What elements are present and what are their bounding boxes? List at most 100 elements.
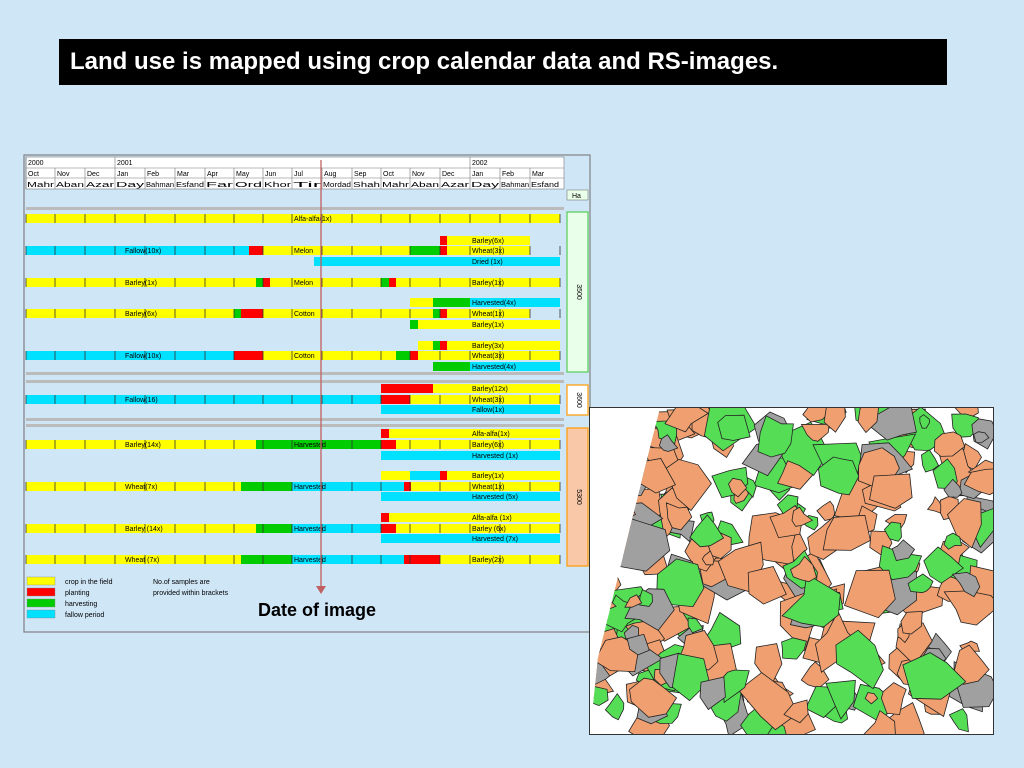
timeline-segment: [26, 440, 256, 449]
outcome-label: Barley(6x): [472, 442, 504, 449]
year-label: 2002: [472, 160, 488, 167]
map-parcel: [883, 521, 902, 542]
map-parcel: [590, 480, 630, 526]
row-label: Wheat (7x): [125, 557, 159, 564]
group-area-box: [566, 384, 589, 416]
row-mid-label: Cotton: [294, 353, 315, 360]
timeline-segment: [410, 351, 418, 360]
persian-month-label: Aban: [56, 182, 84, 189]
outcome-segment: [381, 471, 410, 480]
map-parcel: [658, 434, 679, 452]
month-label: Dec: [87, 171, 100, 178]
outcome-segment: [410, 471, 440, 480]
group-area-label: 3500: [575, 284, 582, 300]
timeline-segment: [381, 395, 410, 404]
row-mid-label: Harvested: [294, 526, 326, 533]
timeline-segment: [26, 555, 241, 564]
map-parcel: [857, 408, 880, 434]
row-mid-label: Alfa-alfa(1x): [294, 216, 332, 223]
timeline-segment: [270, 278, 381, 287]
map-parcel: [822, 514, 871, 551]
outcome-label: Alfa-alfa (1x): [472, 515, 512, 522]
map-parcel: [590, 408, 618, 433]
persian-month-label: Tir: [293, 182, 323, 189]
outcome-label: Wheat(3x): [472, 248, 504, 255]
outcome-label: Wheat(3x): [472, 397, 504, 404]
map-parcel: [920, 449, 940, 473]
outcome-segment: [381, 384, 410, 393]
group-area-box: [566, 211, 589, 373]
outcome-segment: [381, 492, 560, 501]
map-parcel: [597, 518, 630, 544]
group-area-box: [566, 427, 589, 567]
month-label: Aug: [324, 171, 337, 178]
month-label: May: [236, 171, 250, 178]
map-parcel: [919, 414, 930, 429]
timeline-segment: [404, 482, 411, 491]
timeline-segment: [447, 309, 530, 318]
timeline-segment: [470, 555, 560, 564]
legend-label: fallow period: [65, 612, 104, 619]
timeline-segment: [389, 440, 396, 449]
timeline-segment: [381, 278, 389, 287]
outcome-segment: [447, 471, 560, 480]
map-parcel: [701, 550, 715, 566]
section-separator: [26, 207, 564, 210]
outcome-label: Barley(12x): [472, 386, 508, 393]
timeline-segment: [26, 214, 560, 223]
outcome-segment: [410, 320, 418, 329]
map-parcel: [757, 415, 794, 458]
map-parcel: [791, 506, 814, 527]
persian-month-label: Day: [471, 182, 500, 189]
map-parcel: [963, 468, 993, 496]
timeline-segment: [440, 309, 447, 318]
legend-swatch: [26, 609, 56, 619]
persian-month-label: Far: [206, 182, 235, 189]
timeline-segment: [26, 351, 234, 360]
map-parcel: [600, 462, 622, 488]
persian-month-label: Day: [116, 182, 145, 189]
calendar-frame: [23, 154, 591, 633]
legend-swatch: [26, 587, 56, 597]
timeline-segment: [26, 395, 381, 404]
timeline-segment: [410, 246, 440, 255]
row-label: Barley (14x): [125, 526, 163, 533]
timeline-segment: [26, 482, 241, 491]
row-label: Fallow(10x): [125, 248, 161, 255]
month-label: Mar: [532, 171, 545, 178]
map-parcel: [590, 456, 611, 481]
outcome-segment: [447, 236, 530, 245]
timeline-segment: [256, 440, 292, 449]
map-parcel: [664, 408, 709, 433]
persian-month-label: Azar: [86, 182, 115, 189]
row-mid-label: Melon: [294, 248, 313, 255]
timeline-segment: [381, 524, 389, 533]
outcome-label: Alfa-alfa(1x): [472, 431, 510, 438]
timeline-segment: [26, 246, 249, 255]
legend-note: No.of samples are: [153, 579, 210, 586]
group-area-label: 5300: [575, 489, 582, 505]
persian-month-label: Bahman: [146, 182, 174, 189]
map-parcels: [590, 408, 993, 734]
row-label: Barley(6x): [125, 311, 157, 318]
persian-month-label: Ord: [235, 182, 262, 189]
timeline-segment: [396, 351, 410, 360]
map-parcel: [900, 610, 923, 635]
map-parcel: [790, 555, 817, 583]
row-mid-label: Harvested: [294, 442, 326, 449]
outcome-label: Wheat(3x): [472, 353, 504, 360]
timeline-segment: [410, 309, 433, 318]
map-parcel: [687, 617, 704, 634]
legend-label: harvesting: [65, 601, 97, 608]
map-parcel: [590, 686, 609, 707]
map-parcel: [943, 478, 963, 498]
timeline-segment: [263, 278, 270, 287]
map-parcel: [671, 653, 710, 702]
row-label: Fallow(16): [125, 397, 158, 404]
outcome-label: Harvested (7x): [472, 536, 518, 543]
outcome-label: Barley (6x): [472, 526, 506, 533]
persian-month-label: Azar: [441, 182, 470, 189]
map-parcel: [907, 573, 934, 594]
map-parcel: [933, 431, 966, 457]
timeline-segment: [241, 309, 263, 318]
